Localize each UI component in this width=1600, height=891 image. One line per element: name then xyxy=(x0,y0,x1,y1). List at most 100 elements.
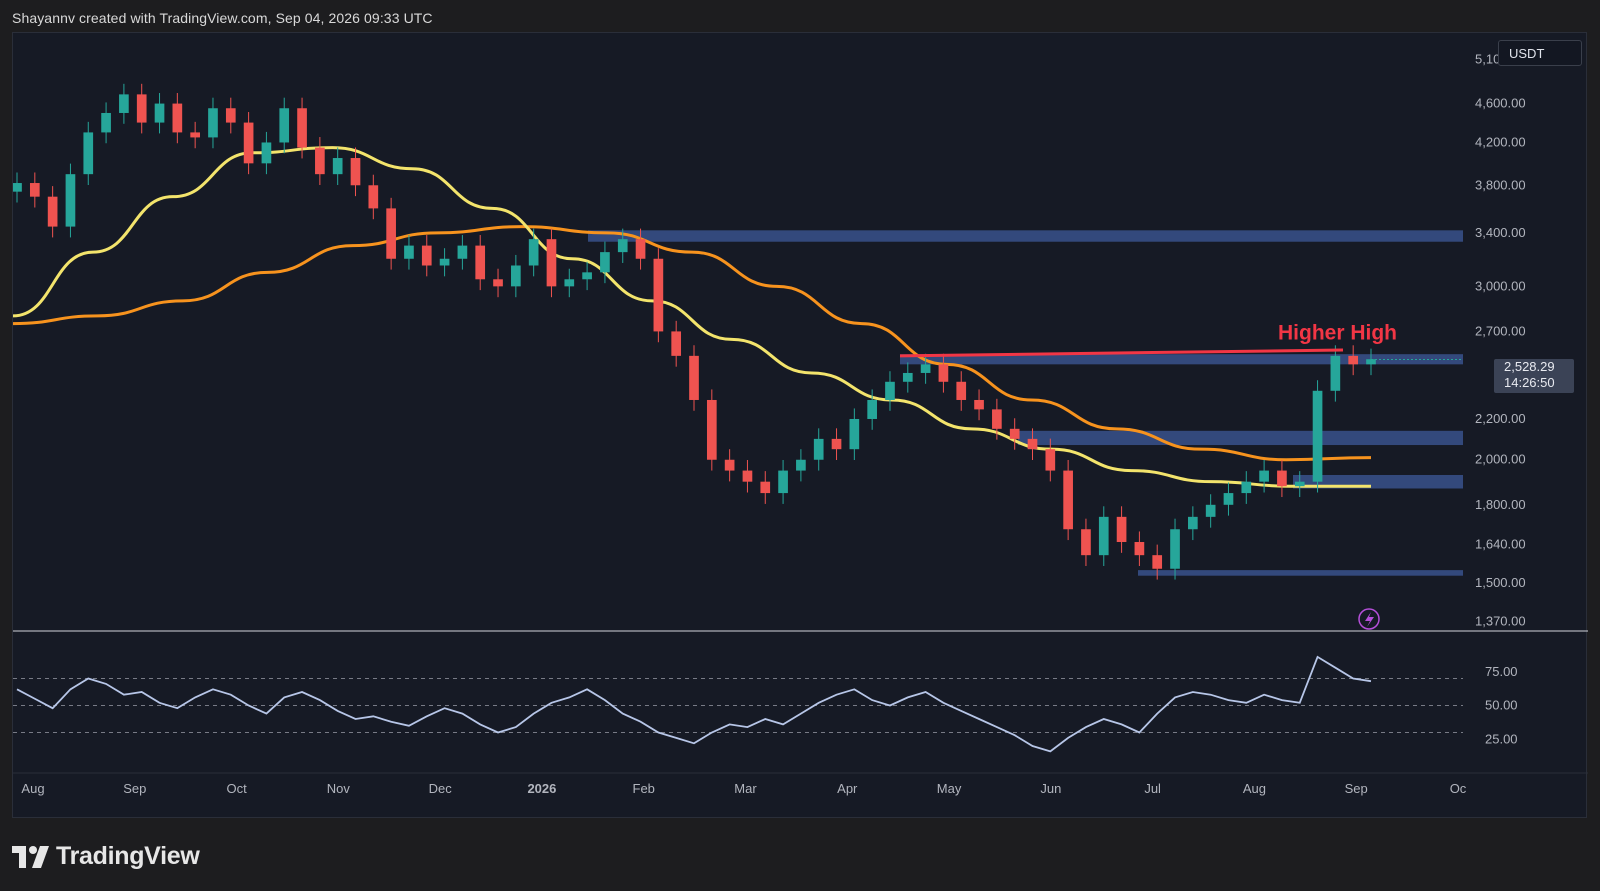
candle-body xyxy=(1259,470,1269,482)
candle-body xyxy=(689,355,699,400)
candle-body xyxy=(350,158,361,186)
tradingview-logo[interactable]: TradingView xyxy=(12,842,200,871)
support-resistance-zone xyxy=(1138,570,1463,576)
support-resistance-zone xyxy=(1018,430,1463,446)
rsi-axis-tick: 75.00 xyxy=(1485,664,1518,679)
price-axis-tick: 1,800.00 xyxy=(1475,497,1526,512)
candle-body xyxy=(493,279,503,287)
candle-body xyxy=(528,239,539,266)
candle-body xyxy=(796,459,806,471)
tradingview-mark-icon xyxy=(12,845,49,868)
bar-countdown: 14:26:50 xyxy=(1504,375,1555,390)
time-axis-tick: Nov xyxy=(327,781,351,796)
candle-body xyxy=(849,418,860,450)
candle-body xyxy=(706,399,717,460)
rsi-axis-tick: 25.00 xyxy=(1485,731,1518,746)
time-axis-tick: Sep xyxy=(123,781,146,796)
candle-body xyxy=(65,174,76,227)
candle-body xyxy=(760,481,771,494)
price-axis-tick: 1,500.00 xyxy=(1475,575,1526,590)
candle-body xyxy=(724,459,735,471)
time-axis-tick: Oc xyxy=(1450,781,1467,796)
candle-body xyxy=(956,381,967,400)
price-axis-tick: 3,400.00 xyxy=(1475,225,1526,240)
time-axis-tick: Mar xyxy=(734,781,757,796)
price-axis-tick: 1,370.00 xyxy=(1475,614,1526,629)
candle-body xyxy=(992,409,1002,429)
price-axis-tick: 2,000.00 xyxy=(1475,452,1526,467)
candle-body xyxy=(136,94,147,123)
fast-moving-average-line xyxy=(13,146,1371,488)
support-resistance-zone xyxy=(900,354,1463,365)
candle-body xyxy=(831,438,842,450)
candle-body xyxy=(1170,529,1180,569)
higher-high-label: Higher High xyxy=(1278,321,1397,344)
candle-body xyxy=(653,258,664,332)
candle-body xyxy=(1188,516,1198,530)
candle-body xyxy=(29,183,40,197)
candle-body xyxy=(190,132,200,138)
currency-selector[interactable]: USDT xyxy=(1498,40,1582,66)
candle-body xyxy=(119,94,129,113)
candle-body xyxy=(1152,555,1163,569)
candle-body xyxy=(1330,355,1341,391)
time-axis-tick: Apr xyxy=(837,781,858,796)
candle-body xyxy=(1009,428,1020,439)
chart-canvas[interactable]: 5,100.004,600.004,200.003,800.003,400.00… xyxy=(13,33,1588,819)
candle-body xyxy=(635,239,646,259)
price-axis-tick: 1,640.00 xyxy=(1475,537,1526,552)
candle-body xyxy=(813,438,824,460)
candle-body xyxy=(1366,359,1376,365)
candle-body xyxy=(1277,470,1287,487)
candle-body xyxy=(885,381,895,400)
time-axis-tick: May xyxy=(937,781,962,796)
candle-body xyxy=(1294,481,1305,487)
candle-body xyxy=(1348,355,1359,365)
candle-body xyxy=(47,196,58,227)
candle-body xyxy=(1134,542,1145,556)
candle-body xyxy=(439,258,450,266)
time-axis-tick: Oct xyxy=(226,781,247,796)
candle-body xyxy=(867,399,877,419)
candle-body xyxy=(511,265,521,287)
price-axis-tick: 3,000.00 xyxy=(1475,278,1526,293)
candle-body xyxy=(368,185,379,209)
support-resistance-zone xyxy=(588,230,1463,242)
last-price-tag: 2,528.29 14:26:50 xyxy=(1494,359,1574,393)
candle-body xyxy=(243,122,254,164)
lightning-icon[interactable] xyxy=(1358,608,1380,630)
candle-body xyxy=(172,103,183,133)
time-axis-tick: Jul xyxy=(1144,781,1161,796)
time-axis-tick: Dec xyxy=(429,781,453,796)
candle-body xyxy=(1027,438,1038,450)
candle-body xyxy=(582,272,592,280)
candle-body xyxy=(1223,493,1234,505)
time-axis-tick: Feb xyxy=(633,781,655,796)
slow-moving-average-line xyxy=(13,225,1372,462)
candle-body xyxy=(457,245,468,259)
candle-body xyxy=(475,245,486,280)
candle-body xyxy=(1312,390,1323,482)
candle-body xyxy=(225,108,236,123)
rsi-axis-tick: 50.00 xyxy=(1485,698,1518,713)
candle-body xyxy=(208,108,218,138)
price-axis-tick: 4,200.00 xyxy=(1475,134,1526,149)
time-axis-tick: Aug xyxy=(1243,781,1266,796)
last-price-value: 2,528.29 xyxy=(1504,359,1555,374)
candle-body xyxy=(1045,449,1056,471)
candle-body xyxy=(1098,516,1109,556)
candle-body xyxy=(421,245,432,266)
candle-body xyxy=(261,142,272,164)
chart-frame[interactable]: 5,100.004,600.004,200.003,800.003,400.00… xyxy=(12,32,1588,819)
tradingview-wordmark: TradingView xyxy=(56,842,200,870)
candle-body xyxy=(386,208,396,259)
candle-body xyxy=(1063,470,1073,530)
candle-body xyxy=(778,470,788,494)
candle-body xyxy=(315,147,325,175)
candle-body xyxy=(404,245,414,259)
price-axis-tick: 2,700.00 xyxy=(1475,323,1526,338)
candle-body xyxy=(297,108,307,148)
candle-body xyxy=(1081,529,1091,556)
candle-body xyxy=(742,470,753,482)
candle-body xyxy=(671,331,682,356)
